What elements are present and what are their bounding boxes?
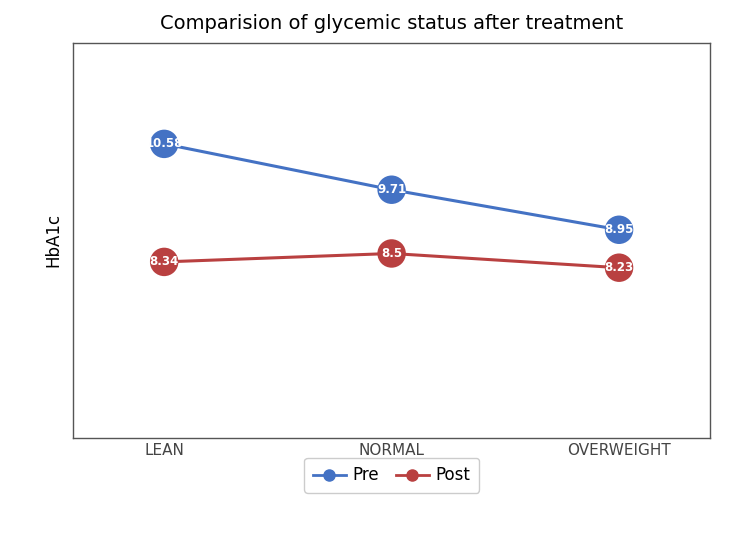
Text: 8.95: 8.95 <box>605 223 634 236</box>
Point <box>386 185 397 194</box>
Legend: Pre, Post: Pre, Post <box>305 458 479 493</box>
Text: 8.34: 8.34 <box>149 255 179 269</box>
Point <box>158 139 170 148</box>
Title: Comparision of glycemic status after treatment: Comparision of glycemic status after tre… <box>160 14 623 33</box>
Text: 8.23: 8.23 <box>605 261 634 274</box>
Text: 8.5: 8.5 <box>381 247 402 260</box>
Point <box>158 257 170 266</box>
Point <box>613 263 625 272</box>
Point <box>386 249 397 258</box>
Y-axis label: HbA1c: HbA1c <box>44 213 62 268</box>
Text: 10.58: 10.58 <box>146 137 183 151</box>
Point <box>613 225 625 234</box>
Text: 9.71: 9.71 <box>377 183 406 196</box>
